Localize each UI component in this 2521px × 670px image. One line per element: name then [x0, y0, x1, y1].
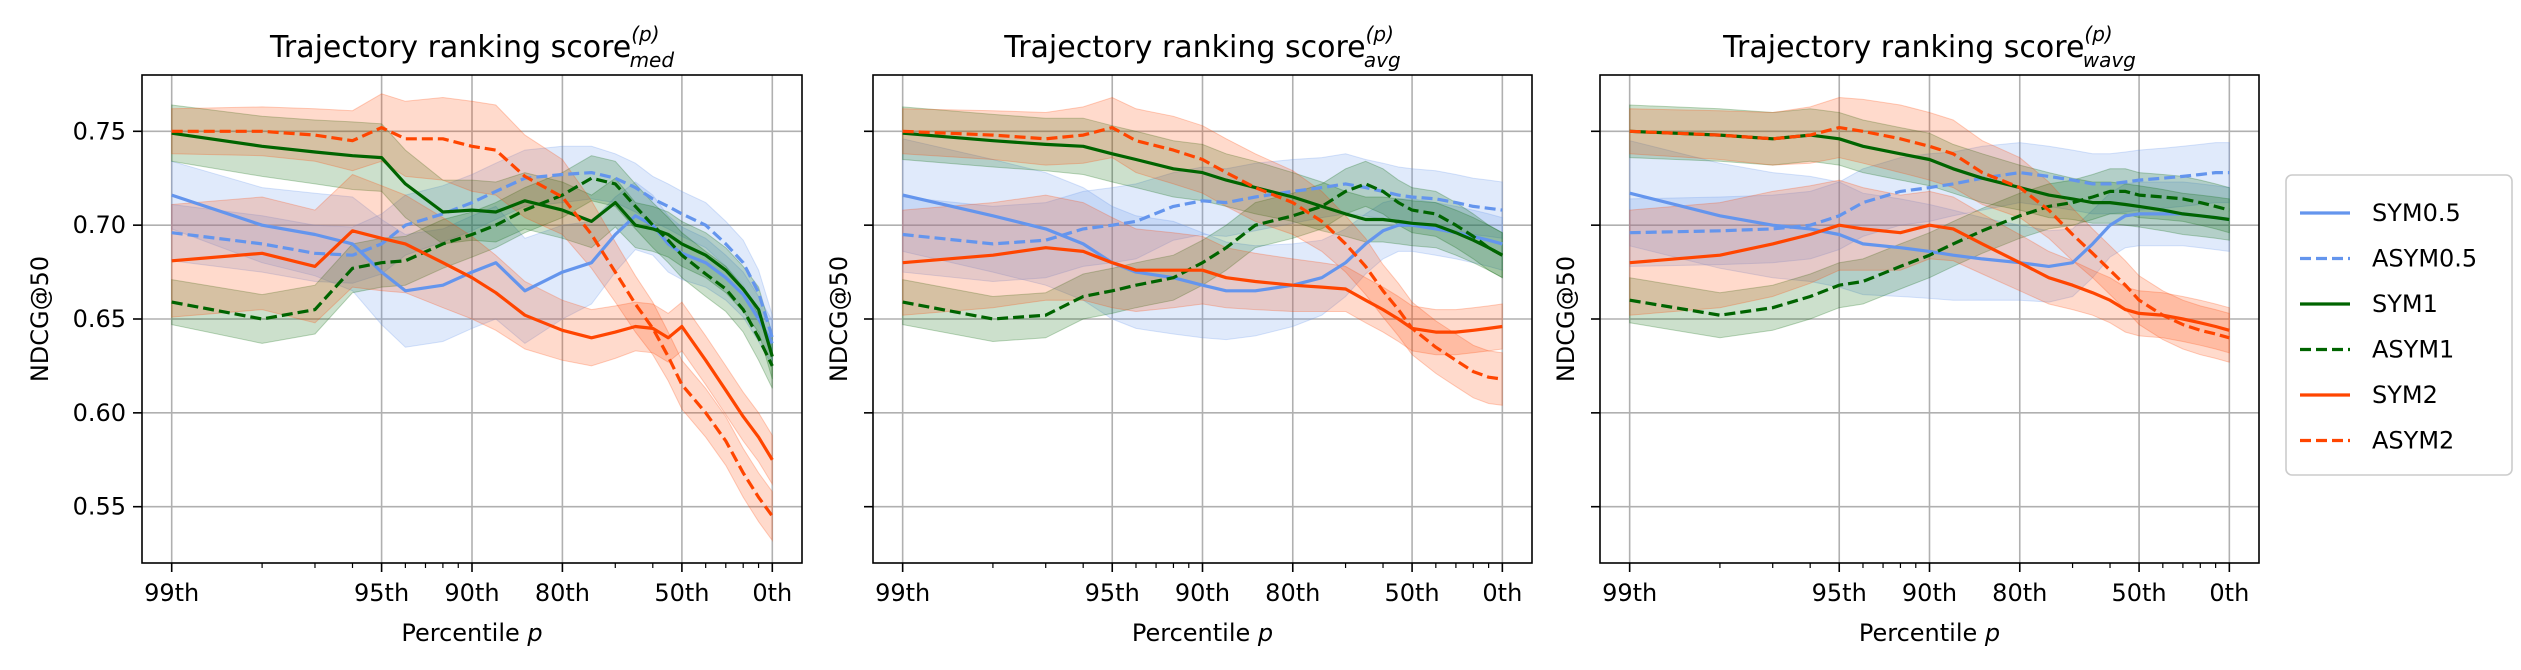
- legend-item-sym0.5: SYM0.5: [2300, 199, 2461, 227]
- x-axis-label: Percentile p: [1859, 619, 2000, 647]
- y-axis-label: NDCG@50: [825, 256, 853, 382]
- axes-frame: [141, 74, 803, 564]
- confidence-band-asym2: [1629, 96, 2230, 363]
- x-tick-label: 90th: [444, 579, 499, 607]
- confidence-band-asym0.5: [171, 145, 773, 361]
- legend-label: SYM0.5: [2372, 199, 2461, 227]
- plot-area: [171, 93, 774, 543]
- legend-label: SYM1: [2372, 290, 2438, 318]
- series-line-asym0.5: [902, 182, 1503, 246]
- series-line-asym2: [902, 125, 1503, 381]
- x-tick-label: 0th: [2209, 579, 2249, 607]
- series-line-sym0.5: [902, 193, 1503, 293]
- x-minor-ticks: [1719, 563, 2217, 568]
- x-tick-label: 0th: [752, 579, 792, 607]
- panel-3: 99th 95th 90th 80th 50th 0th Trajectory rankin…: [1552, 22, 2260, 647]
- confidence-band-sym0.5: [902, 138, 1503, 341]
- x-tick-label: 99th: [1602, 579, 1657, 607]
- legend-label: SYM2: [2372, 381, 2438, 409]
- chart-title: Trajectory ranking score(p) wavg: [1722, 22, 2136, 72]
- grid: [1600, 75, 2259, 563]
- grid: [142, 75, 802, 563]
- x-tick-label: 95th: [354, 579, 409, 607]
- series-line-sym1: [1629, 129, 2230, 222]
- legend-item-sym1: SYM1: [2300, 290, 2438, 318]
- plot-area: [1629, 96, 2230, 363]
- panel-2: 99th 95th 90th 80th 50th 0th Trajectory rankin…: [825, 22, 1533, 647]
- series-line-sym0.5: [1629, 191, 2230, 268]
- series-line-asym1: [171, 176, 774, 367]
- series-line-sym1: [902, 131, 1504, 257]
- chart-title: Trajectory ranking score(p) avg: [1003, 22, 1400, 72]
- confidence-band-asym0.5: [1629, 142, 2230, 267]
- chart-title: Trajectory ranking score(p) med: [269, 22, 674, 72]
- panel-1: 99th 95th 90th 80th 50th 0th 0.75 0.70 0.65 0.60 0…: [26, 22, 803, 647]
- series-line-asym0.5: [171, 171, 774, 339]
- confidence-band-sym1: [902, 106, 1503, 279]
- x-minor-ticks: [992, 563, 1490, 568]
- legend-label: ASYM2: [2372, 427, 2454, 455]
- legend-item-sym2: SYM2: [2300, 381, 2438, 409]
- series-line-sym2: [1629, 223, 2230, 332]
- series-line-asym2: [1629, 125, 2230, 340]
- legend-label: ASYM0.5: [2372, 245, 2477, 273]
- plot-area: [902, 96, 1504, 406]
- x-tick-label: 95th: [1812, 579, 1867, 607]
- y-tick-label: 0.75: [73, 117, 126, 145]
- legend-item-asym2: ASYM2: [2300, 427, 2454, 455]
- confidence-band-asym1: [1629, 168, 2230, 339]
- y-tick-label: 0.55: [73, 493, 126, 521]
- legend: SYM0.5 ASYM0.5 SYM1 ASYM1 SYM2 ASYM2: [2285, 174, 2513, 476]
- x-axis-label: Percentile p: [1132, 619, 1273, 647]
- x-tick-label: 80th: [1265, 579, 1320, 607]
- y-tick-label: 0.65: [73, 305, 126, 333]
- confidence-band-sym1: [171, 104, 773, 380]
- confidence-band-sym0.5: [1629, 140, 2230, 303]
- series-line-asym1: [1629, 189, 2230, 317]
- confidence-band-sym2: [171, 173, 773, 486]
- x-axis-label: Percentile p: [401, 619, 542, 647]
- x-tick-label: 50th: [654, 579, 709, 607]
- x-minor-ticks: [261, 563, 760, 568]
- y-tick-label: 0.70: [73, 211, 126, 239]
- y-axis-label: NDCG@50: [26, 256, 54, 382]
- x-tick-label: 80th: [535, 579, 590, 607]
- confidence-band-asym2: [171, 93, 773, 543]
- x-tick-label: 50th: [1384, 579, 1439, 607]
- legend-label: ASYM1: [2372, 336, 2454, 364]
- x-tick-label: 50th: [2111, 579, 2166, 607]
- panels: 99th 95th 90th 80th 50th 0th 0.75 0.70 0.65 0.60 0…: [26, 22, 2260, 647]
- series-line-asym1: [902, 182, 1504, 321]
- legend-item-asym1: ASYM1: [2300, 336, 2454, 364]
- x-tick-label: 99th: [144, 579, 199, 607]
- series-line-asym0.5: [1629, 171, 2230, 235]
- x-tick-label: 90th: [1902, 579, 1957, 607]
- y-axis-label: NDCG@50: [1552, 256, 1580, 382]
- confidence-band-asym1: [902, 160, 1503, 343]
- x-tick-label: 95th: [1085, 579, 1140, 607]
- legend-frame: [2285, 174, 2513, 476]
- confidence-band-sym2: [1629, 179, 2230, 354]
- axes-frame: [1599, 74, 2260, 564]
- series-line-sym0.5: [171, 193, 774, 345]
- series-line-asym2: [171, 125, 774, 518]
- legend-item-asym0.5: ASYM0.5: [2300, 245, 2477, 273]
- confidence-band-asym1: [171, 155, 773, 389]
- axes-frame: [872, 74, 1533, 564]
- x-tick-label: 0th: [1482, 579, 1522, 607]
- x-tick-label: 90th: [1175, 579, 1230, 607]
- series-line-sym2: [902, 246, 1503, 334]
- series-line-sym2: [171, 229, 774, 461]
- x-tick-label: 99th: [875, 579, 930, 607]
- confidence-band-sym2: [902, 194, 1503, 356]
- y-tick-label: 0.60: [73, 399, 126, 427]
- x-tick-label: 80th: [1992, 579, 2047, 607]
